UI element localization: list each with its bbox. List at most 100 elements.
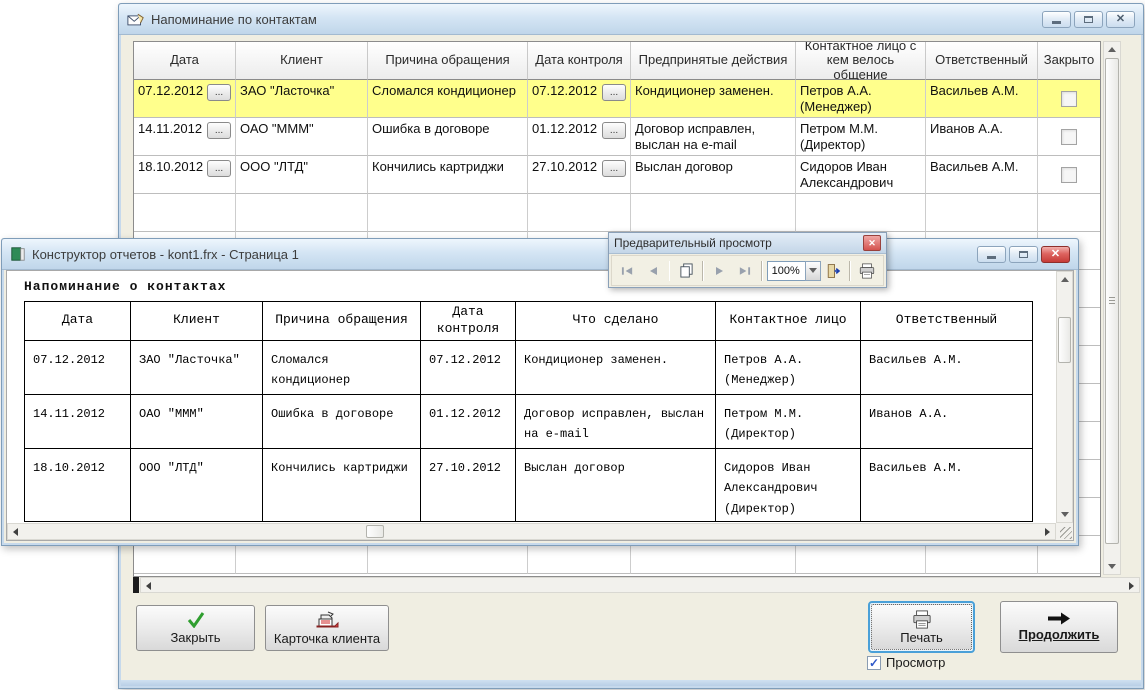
preview-titlebar[interactable]: Предварительный просмотр ✕: [609, 233, 886, 254]
closed-checkbox[interactable]: [1061, 90, 1077, 107]
row-detail-button[interactable]: ...: [207, 160, 231, 177]
grid-cell-reason: Ошибка в договоре: [368, 118, 528, 156]
first-page-icon: [622, 266, 633, 275]
grid-empty-cell: [368, 194, 528, 232]
report-column-header: Контактное лицо: [715, 301, 861, 341]
report-row: 14.11.2012 ОАО "МММ" Ошибка в договоре 01.1…: [24, 393, 1033, 449]
report-close-button[interactable]: ✕: [1041, 245, 1070, 263]
report-hscrollbar[interactable]: [7, 523, 1056, 540]
prev-page-button[interactable]: [641, 259, 665, 283]
zoom-value[interactable]: 100%: [766, 260, 805, 281]
scroll-right-arrow[interactable]: [1124, 578, 1139, 593]
report-vscroll-thumb[interactable]: [1058, 317, 1071, 363]
closed-checkbox[interactable]: [1061, 166, 1077, 183]
client-card-button[interactable]: Карточка клиента: [265, 605, 389, 651]
close-button[interactable]: ✕: [1106, 10, 1135, 28]
scroll-right-arrow[interactable]: [1040, 524, 1055, 539]
exit-door-icon: [828, 263, 841, 278]
report-cell: ОАО "МММ": [130, 393, 263, 449]
report-cell: Иванов А.А.: [860, 393, 1033, 449]
report-vscrollbar[interactable]: [1056, 271, 1073, 523]
report-titlebar[interactable]: Конструктор отчетов - kont1.frx - Страни…: [2, 239, 1078, 270]
grid-date-cell: 07.12.2012...: [528, 80, 631, 118]
grid-column-header[interactable]: Дата контроля: [528, 42, 631, 80]
report-column-header: Причина обращения: [262, 301, 421, 341]
preview-checkbox[interactable]: ✓: [867, 655, 881, 670]
grid-cell-responsible: Васильев А.М.: [926, 80, 1038, 118]
prev-page-icon: [649, 266, 657, 275]
scroll-down-arrow[interactable]: [1057, 507, 1072, 522]
report-window-title: Конструктор отчетов - kont1.frx - Страни…: [32, 246, 299, 262]
grid-column-header[interactable]: Ответственный: [926, 42, 1038, 80]
row-detail-button[interactable]: ...: [602, 84, 626, 101]
grid-column-header[interactable]: Причина обращения: [368, 42, 528, 80]
scrollbar-corner: [1056, 523, 1073, 540]
next-page-icon: [716, 266, 724, 275]
grid-hscrollbar[interactable]: [140, 577, 1140, 593]
grid-column-header[interactable]: Контактное лицо с кем велось общение: [796, 42, 926, 82]
row-detail-button[interactable]: ...: [207, 122, 231, 139]
row-detail-button[interactable]: ...: [207, 84, 231, 101]
minimize-button[interactable]: [1042, 10, 1071, 28]
scroll-up-arrow[interactable]: [1057, 272, 1072, 287]
grid-empty-cell: [528, 194, 631, 232]
pages-button[interactable]: [674, 259, 698, 283]
grid-column-header[interactable]: Клиент: [236, 42, 368, 80]
grid-splitter[interactable]: [133, 577, 139, 593]
maximize-button[interactable]: [1074, 10, 1103, 28]
close-icon: ✕: [1115, 12, 1126, 25]
grid-column-header[interactable]: Закрыто: [1038, 42, 1100, 80]
report-column-header: Дата: [24, 301, 131, 341]
grid-column-header[interactable]: Предпринятые действия: [631, 42, 796, 80]
closed-checkbox[interactable]: [1061, 128, 1077, 145]
close-form-button[interactable]: Закрыть: [136, 605, 255, 651]
grid-vscrollbar[interactable]: [1103, 41, 1121, 575]
row-detail-button[interactable]: ...: [602, 160, 626, 177]
report-cell: Васильев А.М.: [860, 339, 1033, 395]
zoom-combobox[interactable]: 100%: [766, 260, 821, 281]
report-cell: 18.10.2012: [24, 447, 131, 522]
resize-grip[interactable]: [1060, 527, 1072, 539]
row-detail-button[interactable]: ...: [602, 122, 626, 139]
table-row[interactable]: 07.12.2012... ЗАО "Ласточка" Сломался конд…: [134, 80, 1100, 118]
grid-cell-closed: [1038, 118, 1100, 156]
scroll-up-arrow[interactable]: [1104, 42, 1119, 57]
report-maximize-button[interactable]: [1009, 245, 1038, 263]
report-cell: Кончились картриджи: [262, 447, 421, 522]
zoom-dropdown-button[interactable]: [804, 260, 821, 281]
close-preview-button[interactable]: [822, 259, 846, 283]
scroll-left-arrow[interactable]: [141, 578, 156, 593]
continue-button[interactable]: Продолжить: [1000, 601, 1118, 653]
grid-cell-client: ООО "ЛТД": [236, 156, 368, 194]
printer-icon: [912, 609, 931, 629]
close-icon: ✕: [1050, 247, 1061, 260]
vscroll-thumb[interactable]: [1105, 58, 1119, 544]
preview-print-button[interactable]: [855, 259, 879, 283]
grid-cell-responsible: Иванов А.А.: [926, 118, 1038, 156]
table-row[interactable]: 18.10.2012... ООО "ЛТД" Кончились картридж…: [134, 156, 1100, 194]
grid-cell-closed: [1038, 80, 1100, 118]
grid-empty-cell: [134, 194, 236, 232]
first-page-button[interactable]: [616, 259, 640, 283]
last-page-button[interactable]: [733, 259, 757, 283]
grid-empty-cell: [134, 536, 236, 574]
toolbar-separator: [849, 260, 852, 281]
report-minimize-button[interactable]: [977, 245, 1006, 263]
preview-checkbox-label: Просмотр: [886, 655, 946, 670]
preview-close-button[interactable]: ✕: [863, 235, 881, 251]
print-button[interactable]: Печать: [868, 601, 975, 653]
grid-empty-cell: [631, 194, 796, 232]
preview-checkbox-row: ✓ Просмотр: [867, 655, 945, 670]
report-hscroll-thumb[interactable]: [366, 525, 384, 538]
grid-cell-reason: Кончились картриджи: [368, 156, 528, 194]
grid-column-header[interactable]: Дата: [134, 42, 236, 80]
next-page-button[interactable]: [708, 259, 732, 283]
scroll-down-arrow[interactable]: [1104, 559, 1119, 574]
green-check-icon: [187, 611, 204, 628]
last-page-icon: [740, 266, 751, 275]
table-row[interactable]: 14.11.2012... ОАО "МММ" Ошибка в договоре 0…: [134, 118, 1100, 156]
reminder-titlebar[interactable]: Напоминание по контактам ✕: [119, 4, 1143, 35]
scroll-left-arrow[interactable]: [8, 524, 23, 539]
grid-empty-cell: [1038, 536, 1100, 574]
close-icon: ✕: [868, 237, 876, 248]
